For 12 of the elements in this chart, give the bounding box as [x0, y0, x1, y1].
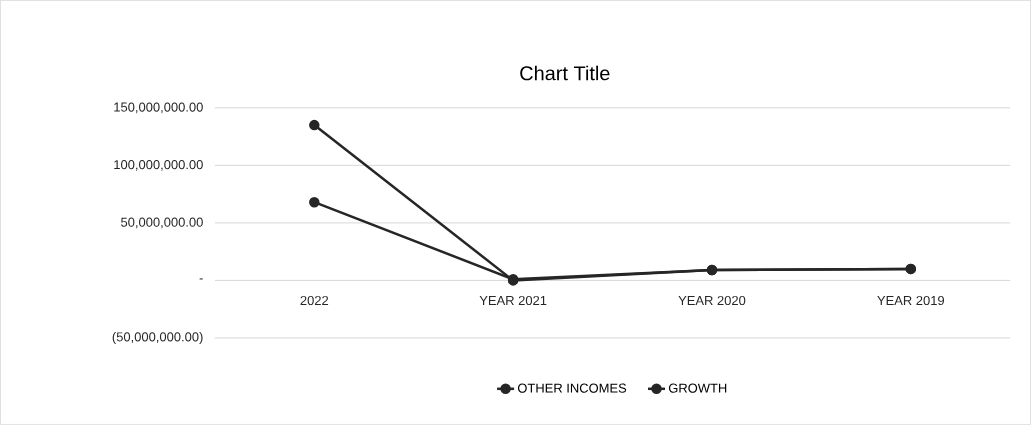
y-tick-label: 50,000,000.00 [121, 217, 203, 229]
x-tick-label: YEAR 2019 [877, 296, 945, 306]
y-tick-label: 150,000,000.00 [114, 102, 203, 114]
y-tick-label: - [199, 278, 203, 280]
chart-title: Chart Title [520, 65, 610, 81]
y-tick-label: 100,000,000.00 [114, 160, 203, 171]
x-tick-label: 2022 [300, 296, 329, 306]
legend-label: OTHER INCOMES [517, 383, 627, 393]
x-tick-label: YEAR 2020 [678, 296, 746, 306]
x-tick-label: YEAR 2021 [479, 296, 547, 306]
y-tick-label: (50,000,000.00) [112, 332, 203, 345]
legend-label: GROWTH [668, 383, 727, 393]
